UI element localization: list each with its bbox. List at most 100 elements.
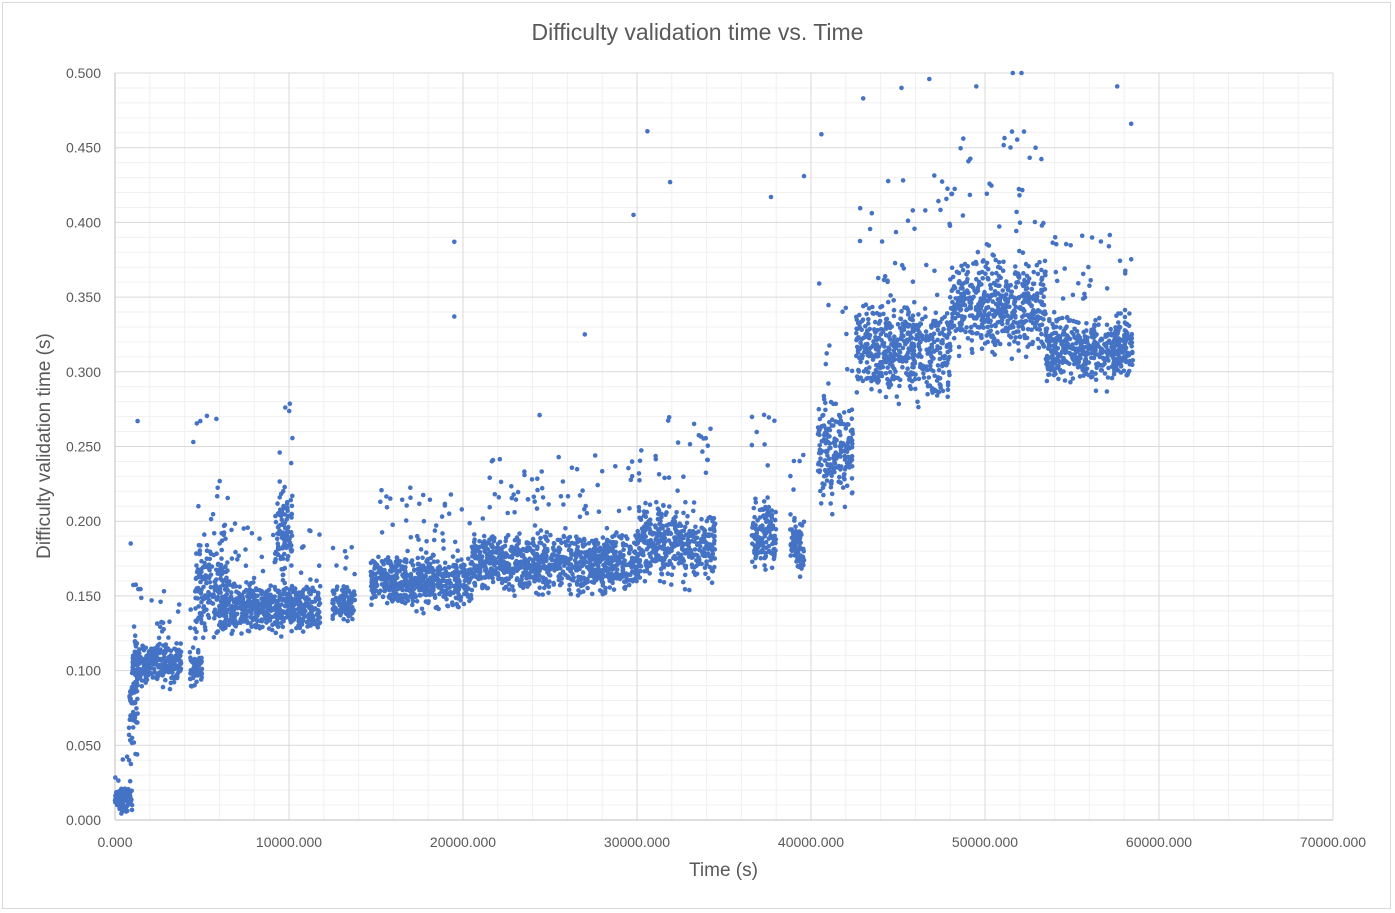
- scatter-point: [417, 501, 422, 507]
- scatter-point: [487, 537, 492, 543]
- scatter-point: [132, 633, 138, 638]
- scatter-point: [685, 513, 690, 519]
- scatter-point: [382, 567, 387, 573]
- scatter-point: [653, 552, 659, 557]
- scatter-point: [248, 608, 253, 613]
- scatter-point: [477, 576, 483, 581]
- scatter-point: [237, 584, 242, 590]
- scatter-point: [1029, 286, 1035, 292]
- scatter-point: [865, 375, 870, 381]
- scatter-point: [941, 361, 946, 366]
- scatter-point: [823, 430, 829, 435]
- scatter-point: [119, 797, 124, 802]
- scatter-point: [950, 299, 955, 305]
- scatter-point: [349, 545, 355, 550]
- scatter-point: [547, 579, 552, 584]
- scatter-point: [897, 348, 902, 354]
- scatter-point: [199, 595, 205, 600]
- scatter-point: [214, 416, 219, 422]
- scatter-point: [447, 592, 453, 598]
- scatter-point: [124, 754, 130, 759]
- scatter-point: [498, 548, 504, 553]
- scatter-point: [448, 492, 454, 497]
- scatter-point: [369, 580, 374, 585]
- scatter-point: [206, 562, 212, 567]
- scatter-point: [149, 598, 154, 603]
- scatter-point: [483, 560, 489, 566]
- scatter-point: [921, 375, 927, 380]
- scatter-point: [373, 561, 379, 567]
- scatter-point: [1034, 293, 1040, 299]
- scatter-point: [513, 497, 519, 502]
- scatter-point: [452, 577, 458, 582]
- scatter-point: [1009, 356, 1015, 362]
- scatter-point: [509, 484, 514, 489]
- scatter-point: [640, 530, 645, 535]
- scatter-point: [838, 480, 843, 486]
- scatter-point: [277, 450, 283, 455]
- scatter-point: [138, 586, 143, 592]
- scatter-point: [394, 556, 400, 561]
- scatter-point: [680, 579, 686, 585]
- scatter-point: [535, 476, 540, 482]
- scatter-point: [857, 320, 863, 325]
- scatter-point: [289, 549, 294, 554]
- scatter-point: [899, 309, 904, 314]
- scatter-point: [433, 523, 439, 528]
- scatter-point: [558, 537, 563, 543]
- scatter-point: [827, 441, 832, 446]
- scatter-point: [447, 585, 453, 590]
- scatter-point: [286, 597, 291, 602]
- scatter-point: [382, 584, 387, 590]
- scatter-point: [244, 610, 249, 615]
- scatter-point: [492, 492, 498, 497]
- scatter-point: [410, 598, 416, 604]
- scatter-point: [947, 295, 953, 300]
- scatter-point: [245, 628, 251, 634]
- scatter-point: [516, 538, 522, 543]
- scatter-point: [117, 806, 122, 812]
- scatter-point: [208, 572, 214, 577]
- scatter-point: [485, 585, 491, 591]
- scatter-point: [637, 458, 643, 464]
- scatter-point: [930, 390, 935, 395]
- scatter-point: [834, 456, 839, 461]
- scatter-point: [402, 600, 408, 606]
- scatter-point: [691, 508, 696, 514]
- scatter-point: [638, 547, 644, 553]
- scatter-point: [154, 621, 160, 626]
- scatter-point: [133, 672, 138, 678]
- scatter-point: [586, 541, 592, 546]
- scatter-point: [533, 590, 539, 596]
- scatter-point: [126, 786, 131, 792]
- scatter-point: [440, 531, 445, 536]
- scatter-point: [266, 626, 272, 631]
- scatter-point: [272, 620, 278, 625]
- scatter-point: [376, 565, 381, 571]
- scatter-point: [1011, 330, 1016, 336]
- scatter-point: [589, 591, 595, 597]
- scatter-point: [576, 588, 581, 593]
- scatter-point: [838, 443, 843, 449]
- scatter-point: [254, 599, 259, 604]
- scatter-point: [795, 538, 800, 543]
- scatter-point: [215, 594, 221, 600]
- scatter-point: [384, 505, 390, 510]
- scatter-point: [636, 471, 642, 476]
- scatter-point: [384, 600, 390, 606]
- scatter-point: [546, 502, 551, 507]
- scatter-point: [962, 280, 968, 285]
- scatter-point: [131, 700, 136, 705]
- scatter-point: [693, 535, 699, 541]
- scatter-point: [947, 223, 953, 228]
- scatter-point: [944, 320, 950, 325]
- scatter-point: [855, 336, 861, 341]
- scatter-point: [657, 526, 663, 532]
- scatter-point: [488, 542, 494, 548]
- scatter-point: [604, 525, 610, 531]
- scatter-point: [512, 593, 517, 598]
- scatter-point: [575, 539, 581, 544]
- scatter-point: [317, 583, 323, 589]
- scatter-point: [214, 577, 219, 582]
- scatter-point: [330, 545, 336, 551]
